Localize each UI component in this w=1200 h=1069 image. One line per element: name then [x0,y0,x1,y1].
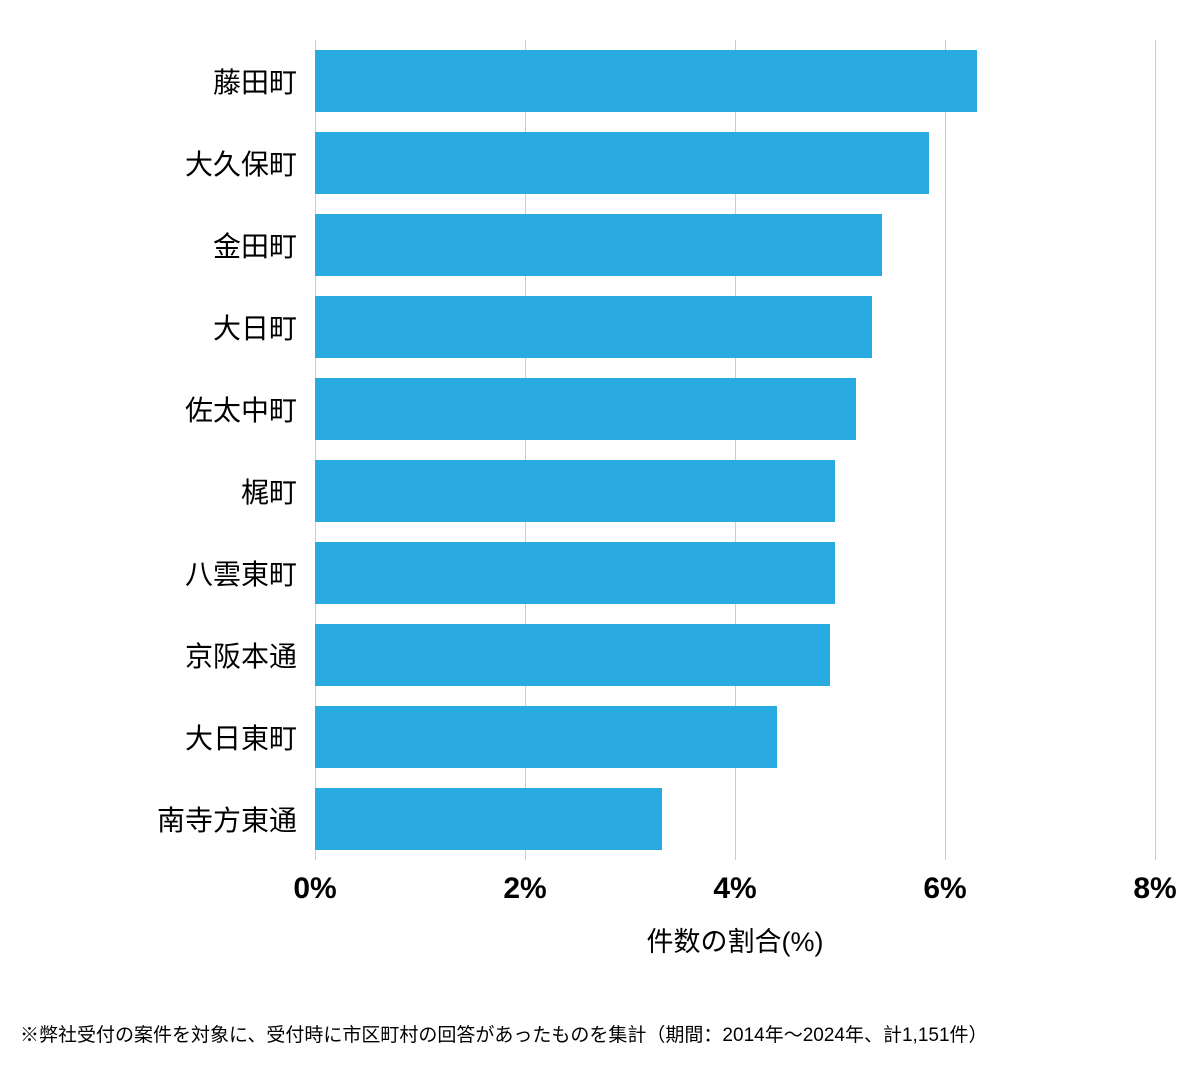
bar-row: 大日東町 [315,706,1155,768]
bar-row: 佐太中町 [315,378,1155,440]
x-tick-label: 6% [923,872,966,906]
y-axis-label: 大日町 [213,307,297,347]
bar [315,132,929,194]
chart-footnote: ※弊社受付の案件を対象に、受付時に市区町村の回答があったものを集計（期間：201… [20,1020,1180,1047]
bar-row: 八雲東町 [315,542,1155,604]
y-axis-label: 佐太中町 [185,389,297,429]
bar [315,296,872,358]
bar-row: 南寺方東通 [315,788,1155,850]
bar-row: 藤田町 [315,50,1155,112]
gridline [1155,40,1156,860]
bar [315,542,835,604]
plot-area: 0%2%4%6%8%藤田町大久保町金田町大日町佐太中町梶町八雲東町京阪本通大日東… [315,40,1155,860]
x-axis-title: 件数の割合(%) [647,920,824,959]
bar-row: 金田町 [315,214,1155,276]
bar-row: 梶町 [315,460,1155,522]
x-tick-label: 8% [1133,872,1176,906]
horizontal-bar-chart: 0%2%4%6%8%藤田町大久保町金田町大日町佐太中町梶町八雲東町京阪本通大日東… [20,20,1180,930]
x-tick-label: 2% [503,872,546,906]
bar [315,50,977,112]
bar [315,214,882,276]
y-axis-label: 大久保町 [185,143,297,183]
bar-row: 大久保町 [315,132,1155,194]
chart-container: 0%2%4%6%8%藤田町大久保町金田町大日町佐太中町梶町八雲東町京阪本通大日東… [20,20,1180,1047]
y-axis-label: 大日東町 [185,717,297,757]
x-tick-label: 0% [293,872,336,906]
bar [315,788,662,850]
bar-row: 大日町 [315,296,1155,358]
bar-row: 京阪本通 [315,624,1155,686]
y-axis-label: 八雲東町 [185,553,297,593]
y-axis-label: 金田町 [213,225,297,265]
y-axis-label: 梶町 [241,471,297,511]
y-axis-label: 藤田町 [213,61,297,101]
bar [315,460,835,522]
x-tick-label: 4% [713,872,756,906]
bar [315,624,830,686]
y-axis-label: 京阪本通 [185,635,297,675]
bar [315,706,777,768]
bar [315,378,856,440]
y-axis-label: 南寺方東通 [157,799,297,839]
